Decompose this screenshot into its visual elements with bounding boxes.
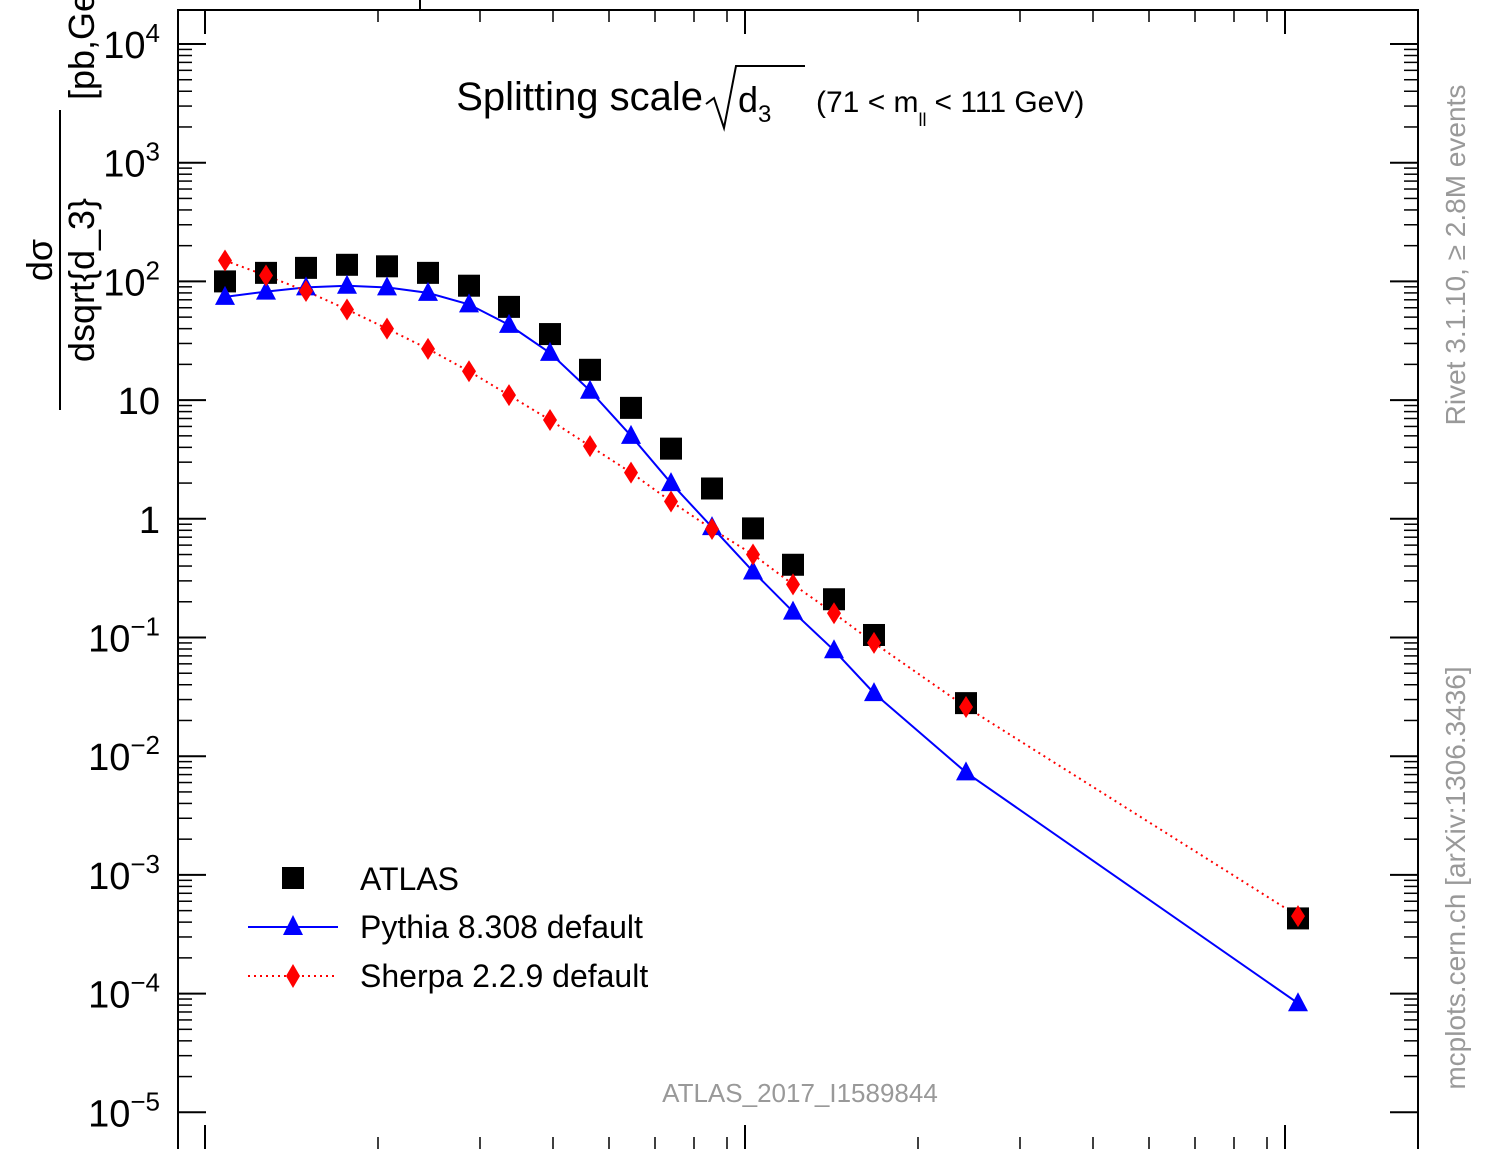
legend-atlas-label: ATLAS [360, 861, 459, 897]
y-tick-label: 102 [103, 255, 160, 304]
mcplots-source-text: mcplots.cern.ch [arXiv:1306.3436] [1440, 666, 1471, 1089]
pythia-point [337, 274, 357, 294]
atlas-point [782, 553, 804, 576]
sherpa-point [299, 280, 313, 303]
sherpa-point [1291, 905, 1305, 928]
series-markers [214, 249, 1309, 1012]
svg-text:d3: d3 [738, 79, 771, 128]
sherpa-point [624, 461, 638, 484]
legend: ATLAS Pythia 8.308 default Sherpa 2.2.9 … [248, 861, 648, 994]
pythia-point [783, 600, 803, 620]
y-axis-label: dσ dsqrt{d_3} [pb,GeV-1] [19, 0, 102, 410]
sherpa-point [462, 360, 476, 383]
plot-frame [177, 9, 1419, 1149]
plot-title: Splitting scale d3 (71 < mll< 111 GeV) [456, 65, 1084, 132]
sherpa-point [827, 602, 841, 625]
atlas-point [701, 477, 723, 500]
atlas-point [498, 295, 520, 318]
pythia-point [459, 293, 479, 313]
pythia-point [540, 341, 560, 361]
pythia-point [1288, 992, 1308, 1012]
atlas-point [336, 253, 358, 276]
atlas-point [376, 255, 398, 278]
ylabel-unit: [pb,GeV-1] [59, 0, 102, 100]
pythia-point [377, 276, 397, 296]
sherpa-point [421, 337, 435, 360]
atlas-point [620, 396, 642, 419]
legend-sherpa-label: Sherpa 2.2.9 default [360, 958, 648, 994]
sherpa-point [786, 573, 800, 596]
y-tick-label: 10−2 [88, 730, 160, 779]
pythia-point [418, 281, 438, 301]
y-tick-label: 1 [139, 500, 160, 542]
atlas-point [742, 517, 764, 540]
pythia-point [215, 285, 235, 305]
atlas-point [417, 261, 439, 284]
atlas-point [579, 358, 601, 381]
atlas-point [295, 256, 317, 279]
y-tick-label: 10 [118, 381, 160, 423]
sherpa-point [259, 264, 273, 287]
y-tick-label: 10−5 [88, 1086, 160, 1135]
series-line-2 [224, 259, 1299, 917]
pythia-point [256, 280, 276, 300]
sherpa-point [340, 298, 354, 321]
pythia-point [661, 472, 681, 492]
sherpa-point [502, 384, 516, 407]
sqrt-sign [705, 65, 805, 132]
legend-sherpa-marker [286, 964, 300, 988]
pythia-point [621, 424, 641, 444]
sherpa-point [664, 490, 678, 513]
y-tick-label: 103 [103, 137, 160, 186]
legend-pythia-label: Pythia 8.308 default [360, 909, 643, 945]
x-axis-ticks [204, 10, 1286, 1149]
sherpa-point [959, 695, 973, 718]
sherpa-point [380, 317, 394, 340]
sherpa-point [583, 435, 597, 458]
sherpa-point [218, 249, 232, 272]
pythia-point [580, 379, 600, 399]
atlas-point [823, 588, 845, 611]
rivet-version-text: Rivet 3.1.10, ≥ 2.8M events [1440, 85, 1471, 426]
svg-text:(71 < mll< 111 GeV): (71 < mll< 111 GeV) [816, 86, 1084, 130]
atlas-point [214, 270, 236, 293]
pythia-point [743, 560, 763, 580]
ylabel-denominator: dsqrt{d_3} [61, 198, 102, 362]
y-tick-label: 10−3 [88, 849, 160, 898]
ylabel-numerator: dσ [19, 239, 60, 281]
atlas-point [660, 437, 682, 460]
pythia-point [956, 761, 976, 781]
sherpa-point [543, 408, 557, 431]
y-tick-label: 10−1 [88, 612, 160, 661]
sherpa-point [705, 518, 719, 541]
pythia-point [864, 682, 884, 702]
sherpa-point [867, 631, 881, 654]
sherpa-point [746, 543, 760, 566]
legend-atlas-marker [282, 867, 304, 889]
y-tick-label: 10−4 [88, 968, 160, 1017]
title-text: Splitting scale [456, 75, 703, 119]
atlas-point [458, 274, 480, 297]
legend-pythia-marker [283, 915, 303, 935]
y-tick-label: 104 [103, 18, 160, 67]
analysis-watermark: ATLAS_2017_I1589844 [662, 1078, 938, 1108]
pythia-point [499, 313, 519, 333]
atlas-point [539, 323, 561, 346]
pythia-point [824, 639, 844, 659]
